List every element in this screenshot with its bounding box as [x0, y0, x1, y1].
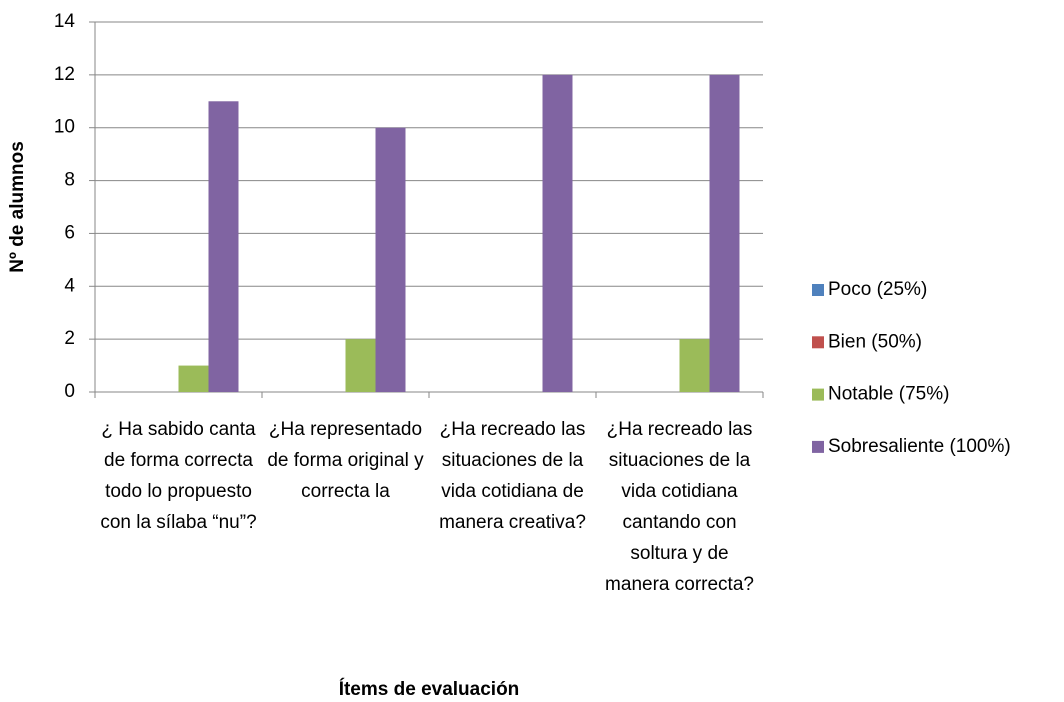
legend-label: Poco (25%): [828, 279, 927, 300]
y-axis-title: Nº de alumnos: [7, 141, 28, 273]
legend-swatch: [812, 440, 824, 453]
legend-swatch: [812, 388, 824, 401]
bar: [709, 74, 740, 392]
legend-label: Bien (50%): [828, 331, 922, 352]
bar: [542, 74, 573, 392]
x-tick-label: ¿ Ha sabido canta de forma correcta todo…: [100, 419, 257, 533]
legend-label: Notable (75%): [828, 384, 949, 405]
x-tick-label: ¿Ha recreado las situaciones de la vida …: [605, 419, 754, 595]
y-tick-label: 0: [64, 381, 75, 402]
y-tick-label: 2: [64, 328, 75, 349]
x-tick-label: ¿Ha recreado las situaciones de la vida …: [439, 419, 586, 533]
bar: [208, 101, 239, 393]
legend-swatch: [812, 284, 824, 296]
y-tick-label: 8: [64, 170, 75, 191]
x-axis-title: Ítems de evaluación: [339, 678, 520, 700]
y-tick-label: 12: [54, 64, 75, 85]
y-tick-label: 14: [54, 11, 76, 32]
bar: [345, 339, 376, 392]
x-tick-label: ¿Ha representado de forma original y cor…: [267, 419, 424, 502]
bar: [375, 127, 406, 392]
bar: [679, 339, 710, 392]
y-tick-label: 6: [64, 222, 75, 243]
y-tick-label: 4: [64, 275, 75, 296]
legend-swatch: [812, 336, 824, 349]
legend-label: Sobresaliente (100%): [828, 436, 1011, 457]
bar: [178, 365, 209, 392]
y-tick-label: 10: [54, 117, 75, 138]
